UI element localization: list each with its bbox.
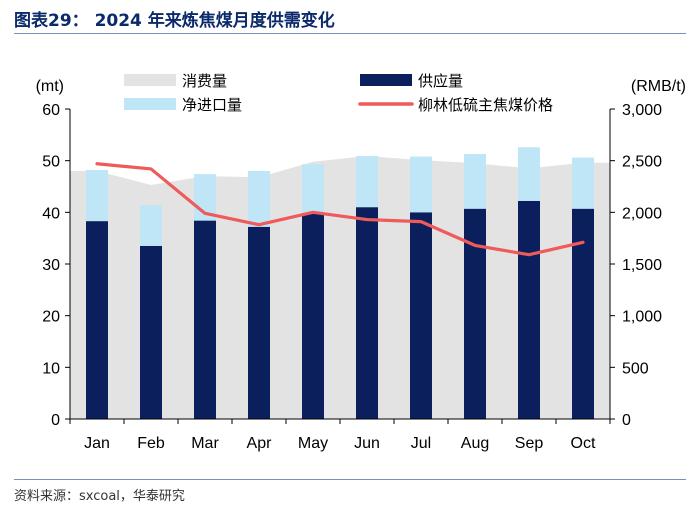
net-import-bar-jun (356, 156, 378, 208)
left-tick-label: 40 (42, 205, 60, 222)
net-import-bar-jul (410, 156, 432, 213)
right-axis-label: (RMB/t) (631, 78, 686, 95)
net-import-bar-aug (464, 153, 486, 209)
supply-bar-feb (140, 245, 162, 419)
right-tick-label: 500 (622, 360, 649, 377)
legend-label: 净进口量 (182, 96, 242, 114)
left-tick-label: 50 (42, 154, 60, 171)
price-line-layer (95, 162, 585, 257)
net-import-bar-oct (572, 157, 594, 209)
legend-label: 柳林低硫主焦煤价格 (418, 96, 553, 114)
left-tick-label: 10 (42, 360, 60, 377)
legend-swatch (360, 74, 412, 86)
right-tick-label: 2,000 (622, 205, 662, 222)
net-import-bar-jan (86, 169, 108, 222)
title-divider (14, 33, 686, 34)
supply-bar-jan (86, 221, 108, 419)
x-tick-label: Mar (191, 435, 219, 452)
legend-label: 消费量 (182, 72, 227, 90)
left-tick-label: 0 (51, 412, 60, 429)
supply-bar-aug (464, 208, 486, 419)
supply-bar-oct (572, 208, 594, 419)
price-line (95, 162, 585, 257)
axes-layer: 0 0 10 500 20 1,000 30 1,500 40 2,000 50 2,500 60 3,0… (36, 78, 686, 452)
net-import-bar-apr (248, 171, 270, 227)
right-tick-label: 1,500 (622, 257, 662, 274)
legend-label: 供应量 (418, 72, 463, 90)
supply-bar-mar (194, 220, 216, 419)
left-tick-label: 60 (42, 102, 60, 119)
supply-bar-apr (248, 226, 270, 419)
supply-bar-may (302, 213, 324, 419)
x-tick-label: Sep (515, 435, 544, 452)
right-tick-label: 2,500 (622, 154, 662, 171)
bar-layer (86, 147, 594, 419)
supply-bar-jun (356, 207, 378, 419)
net-import-bar-sep (518, 147, 540, 201)
x-tick-label: Jun (354, 435, 380, 452)
legend-swatch (124, 74, 176, 86)
chart-title: 图表29： 2024 年来炼焦煤月度供需变化 (14, 11, 335, 31)
x-tick-label: Jul (411, 435, 431, 452)
left-axis-label: (mt) (36, 78, 64, 95)
x-tick-label: Oct (571, 435, 596, 452)
source-note: 资料来源：sxcoal，华泰研究 (14, 489, 185, 504)
x-tick-label: Jan (84, 435, 110, 452)
x-tick-label: Aug (461, 435, 489, 452)
x-tick-label: Apr (247, 435, 273, 452)
supply-bar-sep (518, 200, 540, 419)
right-tick-label: 0 (622, 412, 631, 429)
left-tick-label: 20 (42, 309, 60, 326)
source-divider (14, 479, 686, 480)
legend-swatch (124, 98, 176, 110)
left-tick-label: 30 (42, 257, 60, 274)
supply-bar-jul (410, 212, 432, 419)
right-tick-label: 1,000 (622, 309, 662, 326)
right-tick-label: 3,000 (622, 102, 662, 119)
net-import-bar-may (302, 164, 324, 214)
x-tick-label: May (298, 435, 328, 452)
x-tick-label: Feb (137, 435, 165, 452)
net-import-bar-feb (140, 205, 162, 246)
